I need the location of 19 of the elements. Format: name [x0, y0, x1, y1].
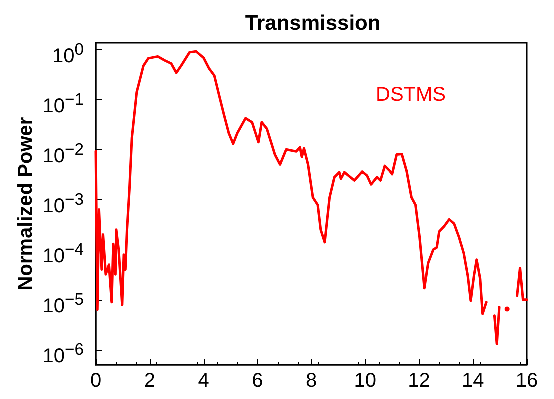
x-tick-label: 4 [198, 370, 210, 392]
x-tick-label: 2 [144, 370, 156, 392]
x-tick-label: 12 [408, 370, 430, 392]
text: DSTMS [376, 84, 446, 106]
y-tick-label: 10$^{−5}$ [42, 288, 84, 318]
x-tick-label: 14 [462, 370, 484, 392]
y-tick-label: 10$^{−4}$ [42, 238, 84, 268]
y-tick-label: 10$^{−1}$ [42, 88, 84, 118]
y-tick-label: 10$^{−3}$ [42, 188, 84, 218]
x-tick-label: 16 [516, 370, 538, 392]
x-tick-label: 0 [90, 370, 102, 392]
x-tick-label: 10 [354, 370, 376, 392]
y-tick-label: 10$^{0}$ [52, 38, 84, 68]
x-tick-label: 6 [252, 370, 264, 392]
y-axis-title: Normalized Power [15, 117, 37, 291]
chart-title: Transmission [245, 12, 381, 35]
x-tick-label: 8 [306, 370, 318, 392]
y-tick-label: 10$^{−6}$ [42, 338, 84, 368]
y-tick-label: 10$^{−2}$ [42, 138, 84, 168]
